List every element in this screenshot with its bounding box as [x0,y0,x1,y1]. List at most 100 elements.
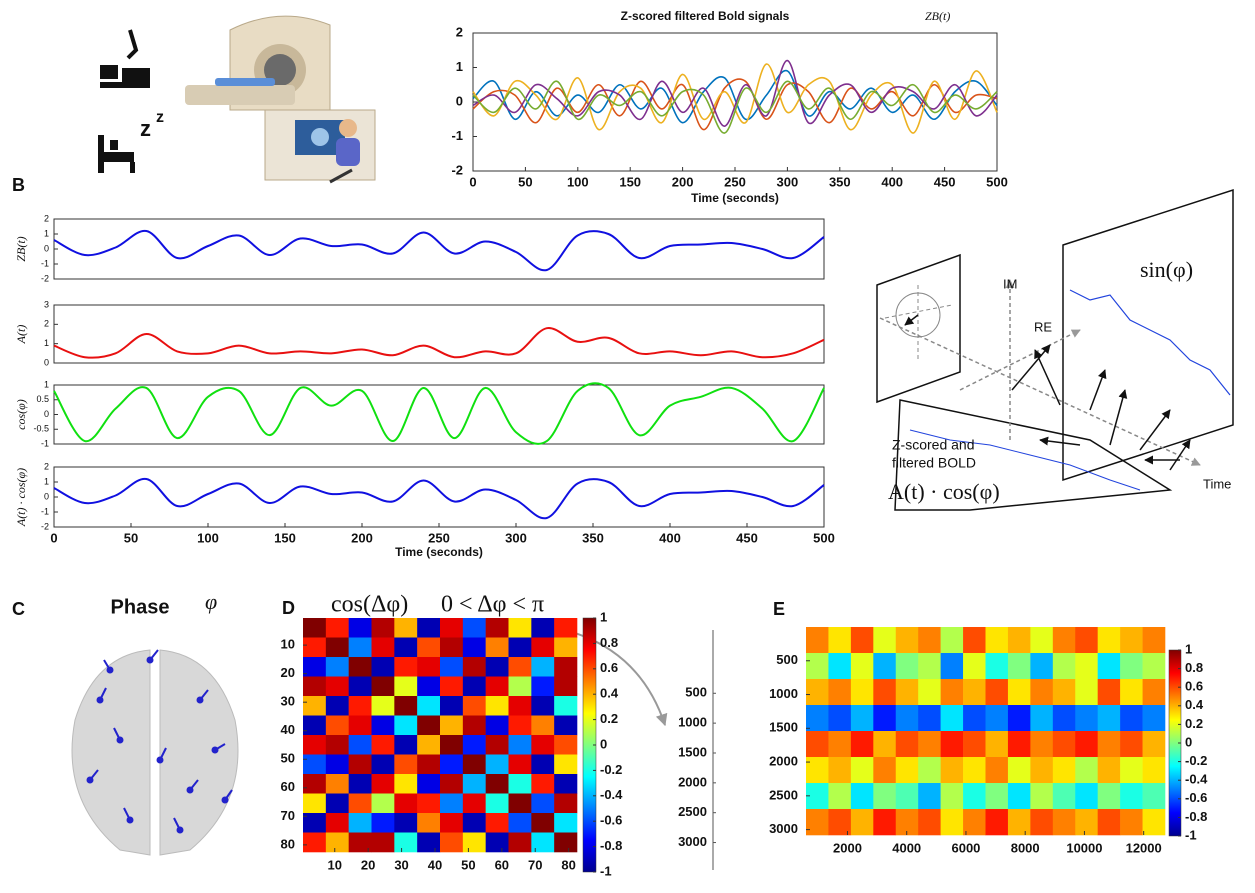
heatmap-cell [554,637,578,658]
heatmap-cell [806,679,829,706]
heatmap-cell [1007,809,1031,836]
heatmap-cell [371,715,395,736]
chart-title: Z-scored filtered Bold signals [621,9,790,23]
colorbar-tick-label: -1 [600,863,612,878]
colorbar-tick-label: 1 [1185,641,1192,656]
plot-frame [472,32,998,172]
heatmap-cell [1142,809,1166,836]
heatmap-cell [1075,757,1098,784]
colorbar-tick-label: 1 [600,609,607,624]
y-tick-label: 3000 [769,821,798,836]
heatmap-cell [554,735,578,755]
heatmap-cell [440,813,464,833]
x-tick-label: 6000 [951,840,980,855]
plot-frame [53,304,825,364]
heatmap-cell [1052,757,1076,784]
y-tick-label: 1500 [769,720,798,735]
x-tick-label: 100 [567,174,589,189]
x-tick-label: 300 [505,530,527,545]
heatmap-cell [963,653,986,680]
heatmap-cell [531,813,555,833]
heatmap-cell [531,657,555,677]
heatmap-cell [918,731,941,758]
heatmap-cell [554,832,578,853]
heatmap-cell [394,735,418,755]
heatmap-cell [440,618,464,638]
heatmap-cell [462,735,486,755]
brain-illustration [71,649,239,856]
heatmap-cell [828,679,852,706]
heatmap-cell [940,653,964,680]
x-tick-label: 300 [777,174,799,189]
phase-diagram [876,188,1234,511]
colorbar-tick-label: 0.6 [1185,679,1203,694]
heatmap-cell [348,618,372,638]
zoom-tick-label: 500 [685,685,707,700]
y-tick-label: 0 [44,409,49,419]
heatmap-cell [303,618,327,638]
heatmap-cell [940,679,964,706]
heatmap-cell [828,653,852,680]
heatmap-cell [895,783,919,810]
heatmap-cell [348,735,372,755]
y-tick-label: 2000 [769,754,798,769]
colorbar-tick-label: 0.4 [1185,697,1204,712]
heatmap-cell [873,809,897,836]
heatmap-cell [417,696,441,716]
heatmap-cell [1120,679,1143,706]
x-tick-label: 450 [934,174,956,189]
colorbar-tick-label: -0.8 [1185,809,1207,824]
heatmap-cell [348,657,372,677]
heatmap-cell [417,832,441,853]
heatmap-cell [1052,653,1076,680]
heatmap-cell [940,705,964,732]
heatmap-cell [1097,809,1121,836]
heatmap-cell [348,637,372,658]
colorbar-tick-label: -0.2 [600,762,622,777]
annotation: ZB(t) [925,9,950,23]
im-label: IM [1003,276,1017,291]
heatmap-cell [1097,705,1121,732]
x-tick-label: 10000 [1066,840,1102,855]
colorbar-tick-label: 0.4 [600,686,619,701]
heatmap-cell [1052,679,1076,706]
zoom-tick-label: 1500 [678,744,707,759]
heatmap-cell [1052,705,1076,732]
y-axis-label: A(t) [14,325,28,345]
y-tick-label: 0 [44,243,49,253]
heatmap-cell [531,637,555,658]
x-tick-label: 250 [428,530,450,545]
colorbar-tick-label: -0.4 [1185,772,1208,787]
x-tick-label: 8000 [1011,840,1040,855]
heatmap-cell [462,657,486,677]
heatmap-cell [348,754,372,775]
heatmap-cell [348,715,372,736]
heatmap-cell [325,676,349,697]
heatmap-cell [554,715,578,736]
heatmap-cell [873,783,897,810]
heatmap-cell [985,757,1009,784]
colorbar-tick-label: -0.2 [1185,753,1207,768]
x-tick-label: 50 [461,857,475,872]
x-tick-label: 450 [736,530,758,545]
signal-line [53,477,825,520]
y-tick-label: 1000 [769,686,798,701]
heatmap-cell [440,735,464,755]
y-tick-label: 60 [281,779,295,794]
heatmap-cell [325,618,349,638]
heatmap-cell [348,793,372,814]
heatmap-cell [508,715,532,736]
heatmap-cell [394,774,418,794]
heatmap-cell [1030,809,1054,836]
signal-line [472,80,998,134]
heatmap-cell [963,627,986,654]
heatmap-cell [1075,627,1098,654]
heatmap-cell [462,813,486,833]
heatmap-cell [325,715,349,736]
x-tick-label: 60 [495,857,509,872]
heatmap-cell [963,679,986,706]
x-tick-label: 200 [672,174,694,189]
y-tick-label: 30 [281,694,295,709]
heatmap-cell [554,754,578,775]
x-tick-label: 0 [469,174,476,189]
